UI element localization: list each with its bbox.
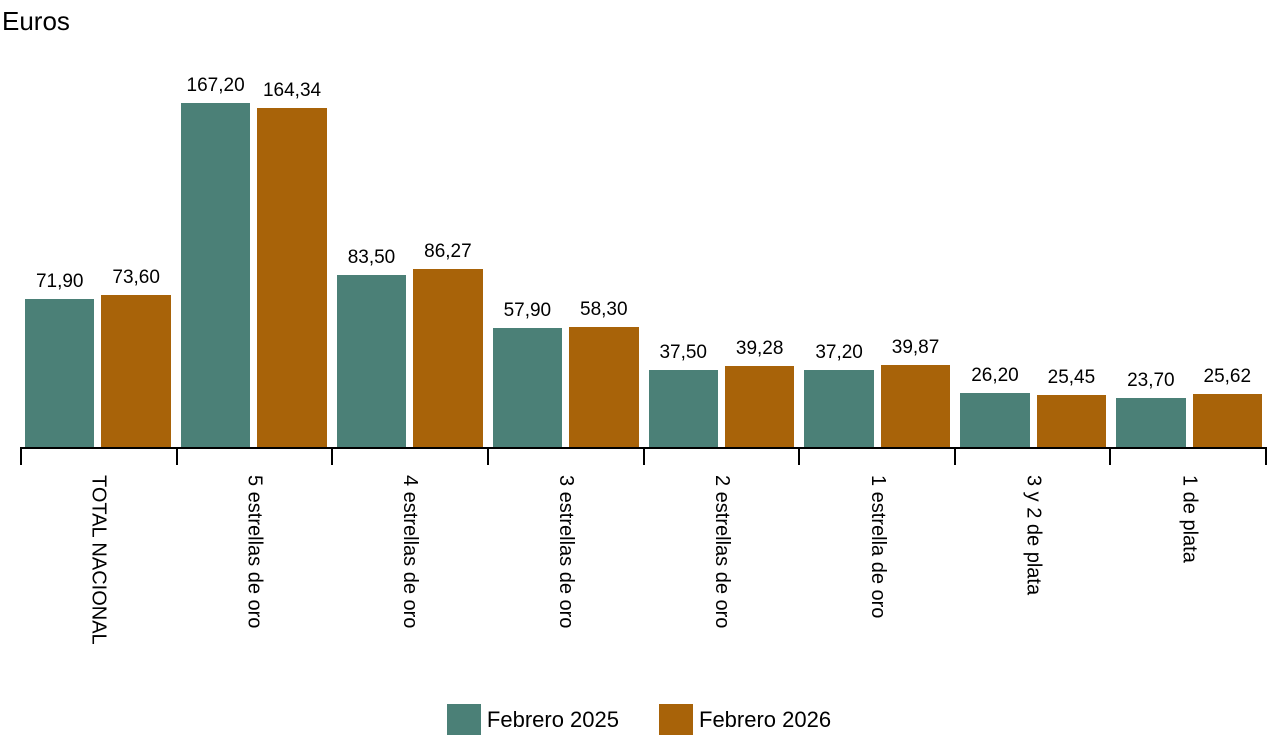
legend-label: Febrero 2025 [486,706,619,732]
x-axis-label: 3 y 2 de plata [1022,475,1045,596]
x-axis-label-cell: 3 y 2 de plata [955,465,1111,693]
axis-tick-cell [486,449,643,465]
bar-group: 83,50 86,27 [332,241,488,447]
x-axis-label-cell: 1 de plata [1111,465,1267,693]
bar-column: 57,90 [492,299,563,447]
bar-group: 37,50 39,28 [644,338,800,447]
bar-group: 57,90 58,30 [488,299,644,447]
bar [648,369,718,447]
bar-column: 71,90 [25,270,95,447]
bar-column: 37,50 [648,341,718,447]
bar-value-label: 167,20 [186,74,245,96]
x-axis-label-cell: TOTAL NACIONAL [20,465,176,693]
bar-value-label: 71,90 [35,270,84,292]
x-axis [20,447,1267,465]
bar [492,327,563,447]
bar [880,364,951,447]
bar-value-label: 39,28 [735,338,784,360]
legend-label: Febrero 2026 [699,706,832,732]
bar-column: 25,62 [1192,366,1262,447]
bar [1192,394,1262,447]
bar-value-label: 86,27 [424,241,472,263]
bar-column: 164,34 [257,80,327,447]
axis-tick-cell [953,449,1110,465]
bar [569,326,639,447]
bar-group: 167,20 164,34 [176,75,332,447]
bar-value-label: 37,20 [815,342,863,364]
bar-value-label: 26,20 [971,365,1019,387]
axis-tick-cell [642,449,799,465]
bar-column: 39,87 [880,336,951,447]
x-axis-label-cell: 3 estrellas de oro [488,465,644,693]
x-axis-label-cell: 1 estrella de oro [799,465,955,693]
x-axis-label-cell: 2 estrellas de oro [644,465,800,693]
x-axis-label: 1 de plata [1178,475,1201,563]
x-axis-label: 2 estrellas de oro [710,475,733,629]
bar [724,366,795,447]
bar-column: 167,20 [180,74,251,447]
bar-column: 58,30 [569,298,639,447]
bar-column: 26,20 [960,365,1030,447]
bar-value-label: 39,87 [891,336,940,358]
bar-value-label: 58,30 [580,298,628,320]
axis-tick-cell [1109,449,1265,465]
unit-label: Euros [2,6,70,36]
axis-tick-cell [175,449,332,465]
bar-column: 39,28 [724,338,795,447]
x-axis-labels: TOTAL NACIONAL 5 estrellas de oro 4 estrel… [20,465,1267,693]
bar-value-label: 57,90 [503,299,552,321]
bar-column: 25,45 [1036,366,1107,447]
bar [1036,394,1107,447]
bar [413,269,483,447]
bar-chart: 71,90 73,60 167,20 164,34 83,50 86,27 57,90 58,… [20,56,1267,693]
x-axis-label: 4 estrellas de oro [399,475,422,629]
bar-value-label: 73,60 [112,267,160,289]
bar-column: 86,27 [413,241,483,447]
legend-item: Febrero 2026 [659,704,831,735]
legend: Febrero 2025 Febrero 2026 [0,704,1278,735]
legend-item: Febrero 2025 [446,704,619,735]
x-axis-label-cell: 4 estrellas de oro [332,465,488,693]
bar-value-label: 83,50 [347,247,396,268]
bar-group: 71,90 73,60 [20,267,176,447]
axis-tick-cell [20,449,176,465]
bar [257,108,327,447]
bar [960,393,1030,447]
x-axis-label: 1 estrella de oro [866,475,889,619]
x-axis-label: 5 estrellas de oro [243,475,266,629]
bar-column: 73,60 [101,267,171,447]
bar [101,295,171,447]
bar [25,298,95,447]
bar-value-label: 23,70 [1127,370,1175,392]
bar-column: 37,20 [804,342,874,447]
axis-tick-cell [331,449,487,465]
x-axis-label: TOTAL NACIONAL [87,475,110,645]
bar-group: 26,20 25,45 [955,365,1111,447]
bar-column: 23,70 [1116,370,1186,447]
axis-tick-cell [798,449,954,465]
bar [804,370,874,447]
legend-swatch [446,704,481,735]
bar [1116,398,1186,447]
bar-value-label: 25,62 [1203,366,1252,388]
bar [336,275,407,447]
bar-column: 83,50 [336,247,407,447]
x-axis-label-cell: 5 estrellas de oro [176,465,332,693]
bar-value-label: 37,50 [659,341,707,363]
bar-value-label: 164,34 [262,80,322,102]
bar-group: 23,70 25,62 [1111,366,1267,447]
plot-area: 71,90 73,60 167,20 164,34 83,50 86,27 57,90 58,… [20,56,1267,447]
bar-value-label: 25,45 [1047,366,1096,388]
legend-swatch [659,704,693,735]
bar-group: 37,20 39,87 [799,337,955,447]
bar [180,102,251,447]
x-axis-label: 3 estrellas de oro [555,475,578,629]
